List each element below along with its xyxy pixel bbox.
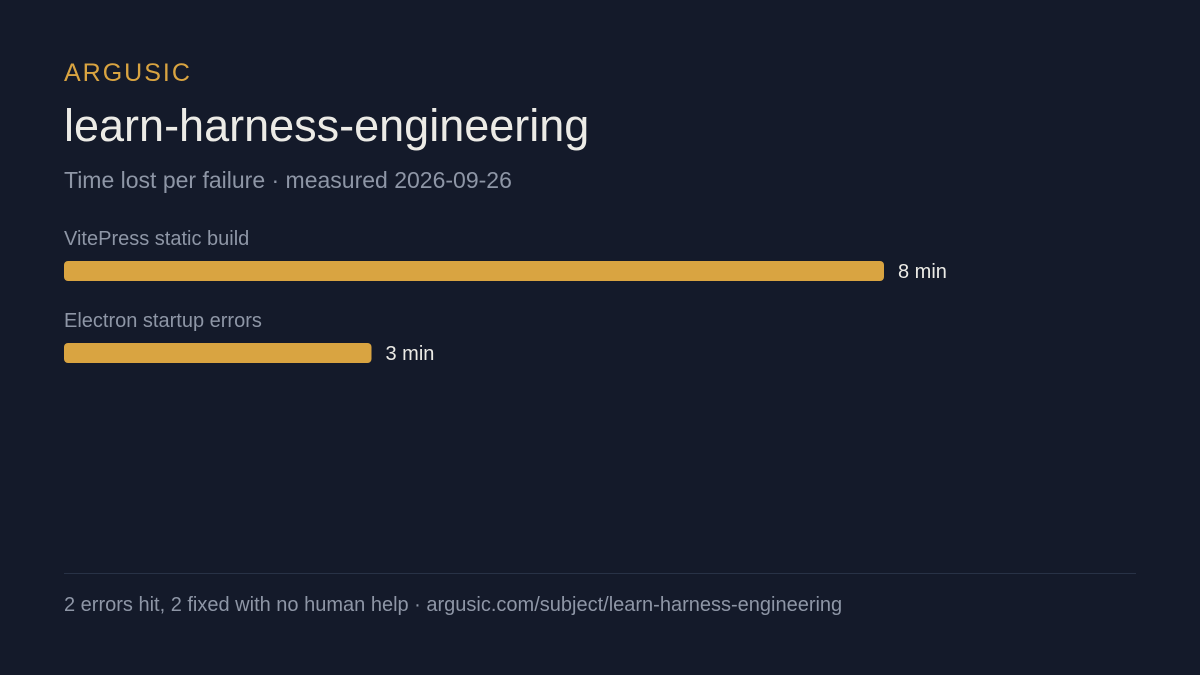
category-label: Electron startup errors <box>64 310 262 332</box>
bar-value-label: 3 min <box>386 343 435 365</box>
bar <box>64 343 372 363</box>
bar <box>64 261 884 281</box>
category-label: VitePress static build <box>64 228 249 250</box>
footer-text: 2 errors hit, 2 fixed with no human help… <box>64 594 843 616</box>
page-title: learn-harness-engineering <box>64 100 590 151</box>
page-subtitle: Time lost per failure · measured 2026-09… <box>64 167 512 193</box>
bar-value-label: 8 min <box>898 261 947 283</box>
footer-divider <box>64 573 1136 574</box>
brand-label: ARGUSIC <box>64 59 192 87</box>
